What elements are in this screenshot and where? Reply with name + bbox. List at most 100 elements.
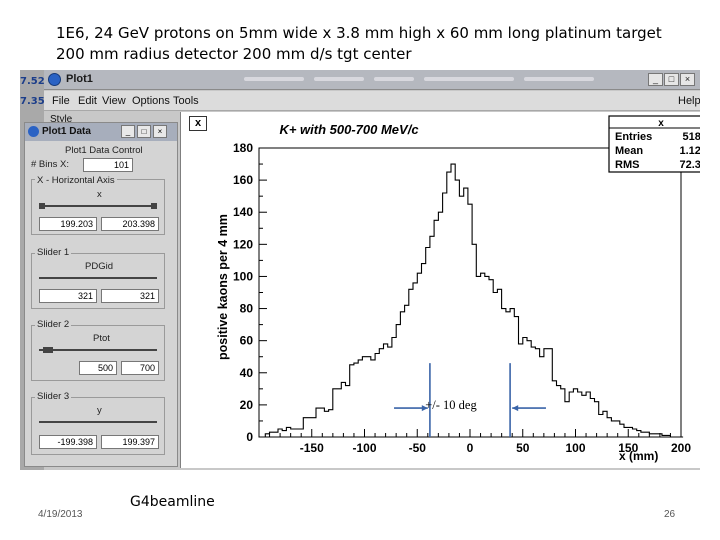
histogram-bin — [371, 360, 375, 437]
page-number: 26 — [664, 509, 676, 520]
angle-markers — [394, 363, 546, 437]
histogram-bin — [354, 363, 358, 437]
slider1-track[interactable] — [39, 277, 157, 279]
menu-tools[interactable]: Tools — [173, 95, 199, 107]
slider1-variable: PDGid — [85, 261, 113, 272]
histogram-bin — [409, 289, 413, 437]
y-tick-label: 60 — [240, 334, 254, 348]
histogram-bin — [303, 418, 307, 437]
plot-frame — [258, 147, 682, 438]
histogram-bin — [312, 418, 316, 437]
data-control-dialog: Plot1 Data _ □ × Plot1 Data Control # Bi… — [24, 122, 178, 467]
histogram-bin — [535, 349, 539, 437]
x-min-field[interactable]: 199.203 — [39, 217, 97, 231]
plot-window-titlebar[interactable]: Plot1 _ □ × — [44, 70, 700, 90]
histogram-bin — [333, 389, 337, 437]
stats-rms-label: RMS — [615, 159, 639, 171]
y-tick-label: 40 — [240, 366, 254, 380]
histogram-bin — [324, 411, 328, 437]
menu-edit[interactable]: Edit — [78, 95, 97, 107]
close-plot-button[interactable]: x — [189, 116, 207, 131]
slider3-track[interactable] — [39, 421, 157, 423]
histogram-bin — [286, 427, 290, 437]
histogram-bin — [396, 325, 400, 437]
minimize-button[interactable]: _ — [121, 125, 135, 138]
histogram-bin — [632, 429, 636, 437]
histogram-bin — [582, 395, 586, 437]
x-axis-label: x (mm) — [619, 449, 658, 463]
histogram-bin — [561, 389, 565, 437]
histogram-bin — [552, 381, 556, 437]
histogram-bin — [607, 418, 611, 437]
g4beamline-screenshot: 7.52 7.35 Plot1 _ □ × File Edit View Opt… — [20, 70, 700, 470]
histogram-bin — [476, 276, 480, 437]
histogram-bin — [527, 341, 531, 437]
histogram-bin — [329, 410, 333, 437]
bins-input[interactable]: 101 — [83, 158, 133, 172]
angle-annotation: +/- 10 deg — [425, 398, 477, 412]
slider2-max-field[interactable]: 700 — [121, 361, 159, 375]
x-range-slider[interactable] — [39, 205, 157, 207]
histogram-bin — [295, 429, 299, 437]
histogram-bin — [485, 276, 489, 437]
close-button[interactable]: × — [153, 125, 167, 138]
slider-handle[interactable] — [43, 347, 53, 353]
y-tick-label: 120 — [233, 237, 253, 251]
minimize-button[interactable]: _ — [648, 73, 663, 86]
slider3-label: Slider 3 — [35, 391, 72, 402]
stats-entries-label: Entries — [615, 131, 652, 143]
stats-title: x — [658, 118, 664, 129]
histogram-bin — [392, 337, 396, 437]
right-arrowhead — [512, 405, 519, 412]
slider3-group — [31, 397, 165, 455]
x-max-field[interactable]: 203.398 — [101, 217, 159, 231]
slider3-max-field[interactable]: 199.397 — [101, 435, 159, 449]
menu-options[interactable]: Options — [132, 95, 170, 107]
maximize-button[interactable]: □ — [137, 125, 151, 138]
histogram-bin — [540, 357, 544, 437]
slider1-min-field[interactable]: 321 — [39, 289, 97, 303]
maximize-button[interactable]: □ — [664, 73, 679, 86]
histogram-bin — [497, 289, 501, 437]
histogram-bin — [481, 273, 485, 437]
histogram-bin — [388, 347, 392, 437]
histogram-bin — [544, 349, 548, 437]
histogram-chart: K+ with 500-700 MeV/c positive kaons per… — [216, 115, 700, 463]
menu-help[interactable]: Help — [678, 95, 700, 107]
slider2-min-field[interactable]: 500 — [79, 361, 117, 375]
slider-handle[interactable] — [151, 203, 157, 209]
x-tick-label: -150 — [300, 441, 324, 455]
histogram-bin — [531, 347, 535, 437]
y-axis-label: positive kaons per 4 mm — [216, 214, 230, 360]
style-menu-label[interactable]: Style — [50, 114, 73, 125]
histogram-bin — [628, 427, 632, 437]
menu-file[interactable]: File — [52, 95, 70, 107]
slider3-min-field[interactable]: -199.398 — [39, 435, 97, 449]
slide-title-line-1: 1E6, 24 GeV protons on 5mm wide x 3.8 mm… — [56, 24, 662, 42]
slider-handle[interactable] — [39, 203, 45, 209]
stats-rms-value: 72.38 — [679, 159, 700, 171]
close-button[interactable]: × — [680, 73, 695, 86]
slider1-max-field[interactable]: 321 — [101, 289, 159, 303]
footer-title: G4beamline — [130, 494, 215, 510]
slider2-track[interactable] — [39, 349, 157, 351]
histogram-bin — [620, 424, 624, 437]
dialog-heading: Plot1 Data Control — [65, 145, 143, 156]
menu-view[interactable]: View — [102, 95, 126, 107]
x-axis-group-label: X - Horizontal Axis — [35, 175, 117, 186]
x-axis-variable: x — [97, 189, 102, 200]
histogram-bin — [590, 398, 594, 437]
histogram-bin — [523, 337, 527, 437]
histogram-bin — [603, 411, 607, 437]
histogram-bin — [362, 357, 366, 437]
dialog-titlebar[interactable]: Plot1 Data _ □ × — [25, 123, 177, 141]
histogram-bin — [565, 402, 569, 437]
y-tick-label: 140 — [233, 205, 253, 219]
histogram-bin — [346, 386, 350, 437]
histogram-bin — [413, 283, 417, 437]
x-tick-label: -50 — [409, 441, 427, 455]
histogram-bins — [261, 163, 684, 438]
footer-date: 4/19/2013 — [38, 509, 83, 520]
histogram-bin — [624, 427, 628, 437]
x-axis: -150 -100 -50 0 50 100 150 200 — [269, 429, 691, 455]
